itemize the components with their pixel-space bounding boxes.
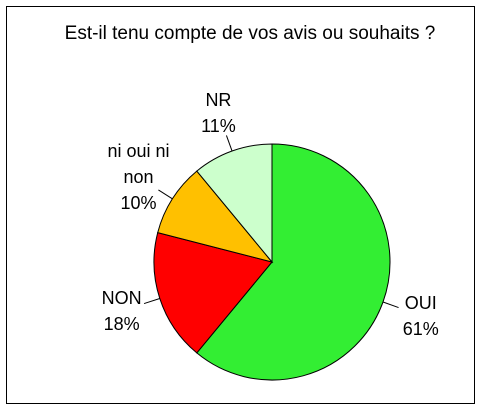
chart-title: Est-il tenu compte de vos avis ou souhai… [64, 23, 436, 44]
slice-label: OUI 61% [373, 290, 469, 342]
slice-label: NON 18% [74, 285, 170, 337]
slice-value: 10% [120, 193, 157, 214]
slice-label: NR 11% [170, 87, 266, 139]
pie-slice [153, 232, 273, 354]
slice-value: 11% [201, 116, 236, 137]
slice-label: ni oui ni non 10% [90, 138, 186, 216]
leader-line [382, 301, 399, 309]
slice-name: ni oui ni non [107, 141, 170, 188]
slice-value: 18% [103, 313, 140, 334]
leader-line [158, 189, 173, 200]
pie-slice [196, 143, 391, 381]
slice-name: NON [101, 287, 142, 308]
chart-border [6, 6, 475, 404]
leader-line [225, 135, 233, 152]
slice-name: NR [205, 90, 232, 111]
leader-line [143, 297, 160, 305]
slice-value: 61% [402, 318, 439, 339]
pie-slice [157, 170, 274, 263]
slice-name: OUI [404, 292, 437, 313]
